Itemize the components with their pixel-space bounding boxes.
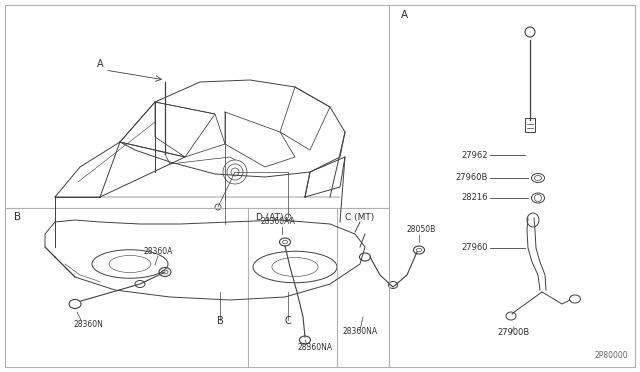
Text: C: C <box>285 316 291 326</box>
Text: A: A <box>97 59 103 69</box>
Text: 27900B: 27900B <box>498 328 530 337</box>
Text: 2P80000: 2P80000 <box>595 351 628 360</box>
Text: D (AT): D (AT) <box>256 212 284 222</box>
FancyBboxPatch shape <box>525 118 535 132</box>
Text: 28360AA: 28360AA <box>260 217 296 226</box>
Text: 27960B: 27960B <box>456 173 488 183</box>
Text: C (MT): C (MT) <box>346 212 374 222</box>
Text: B: B <box>216 316 223 326</box>
Text: 27960: 27960 <box>461 244 488 253</box>
Text: A: A <box>401 10 408 20</box>
Text: 28360NA: 28360NA <box>342 327 378 336</box>
Text: B: B <box>14 212 21 222</box>
Text: 28216: 28216 <box>461 193 488 202</box>
Text: 28360N: 28360N <box>73 320 103 329</box>
Text: 27962: 27962 <box>461 151 488 160</box>
Text: 28360NA: 28360NA <box>298 343 333 352</box>
Text: 28360A: 28360A <box>143 247 173 256</box>
Text: 28050B: 28050B <box>406 225 436 234</box>
